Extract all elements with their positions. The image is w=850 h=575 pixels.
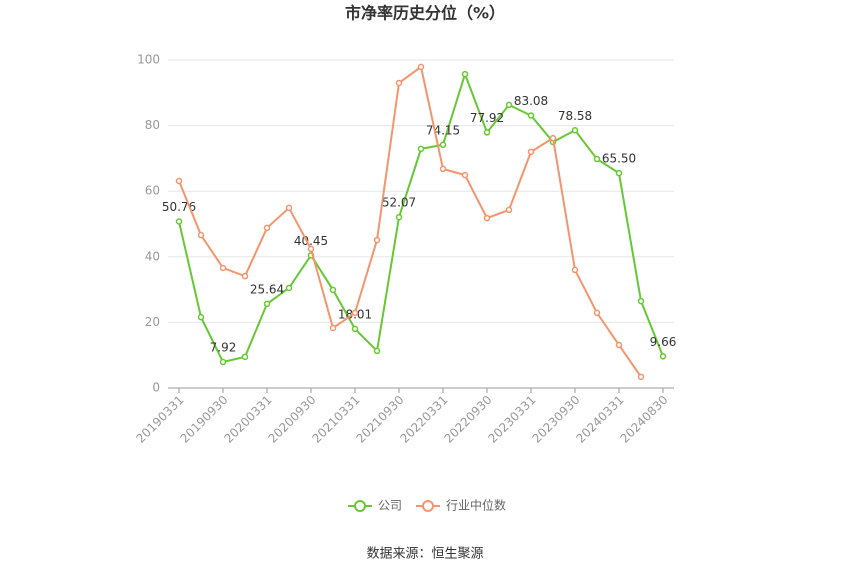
- point: [219, 264, 227, 272]
- point: [571, 127, 579, 134]
- point: [175, 177, 183, 185]
- point: [483, 214, 491, 222]
- y-tick-label: 20: [145, 315, 160, 329]
- point: [263, 300, 271, 308]
- value-label: 74.15: [426, 123, 460, 137]
- point: [637, 373, 645, 381]
- point: [439, 141, 447, 149]
- point: [417, 145, 425, 153]
- x-tick-label: 20240830: [618, 393, 671, 446]
- point: [351, 309, 359, 317]
- value-label: 65.50: [602, 152, 636, 166]
- point: [241, 272, 249, 280]
- value-label: 78.58: [558, 109, 592, 123]
- point: [461, 171, 469, 179]
- point: [241, 353, 249, 361]
- point: [505, 101, 513, 109]
- point: [593, 309, 601, 317]
- point: [505, 206, 513, 214]
- point: [263, 224, 271, 232]
- point: [285, 204, 293, 212]
- point: [395, 79, 403, 87]
- series-line: [178, 65, 642, 378]
- legend-label[interactable]: 行业中位数: [446, 498, 506, 513]
- value-label: 9.66: [650, 335, 677, 349]
- point: [175, 218, 183, 225]
- point: [373, 236, 381, 244]
- value-label: 77.92: [470, 111, 504, 125]
- point: [197, 231, 205, 239]
- point: [307, 245, 315, 253]
- point: [615, 341, 623, 349]
- point: [285, 284, 293, 292]
- point: [615, 169, 623, 177]
- point: [527, 148, 535, 156]
- chart-title: 市净率历史分位（%）: [345, 4, 505, 23]
- source-note: 数据来源：恒生聚源: [366, 547, 483, 562]
- point: [439, 165, 447, 173]
- y-tick-label: 100: [137, 53, 160, 67]
- legend-label[interactable]: 公司: [378, 499, 402, 513]
- point: [637, 297, 645, 305]
- point: [197, 313, 205, 321]
- y-tick-label: 40: [145, 249, 160, 263]
- point: [461, 70, 469, 78]
- value-label: 40.45: [294, 234, 328, 248]
- point: [483, 129, 491, 136]
- y-tick-label: 80: [145, 118, 160, 132]
- legend-icon[interactable]: [354, 500, 366, 512]
- value-label: 25.64: [250, 282, 284, 296]
- point: [351, 325, 359, 333]
- point: [659, 353, 667, 360]
- value-label: 7.92: [210, 341, 237, 355]
- point: [549, 134, 557, 142]
- point: [395, 213, 403, 221]
- point: [571, 266, 579, 274]
- point: [527, 112, 535, 119]
- y-tick-label: 0: [152, 381, 160, 395]
- legend-icon[interactable]: [422, 500, 435, 512]
- value-label: 83.08: [514, 94, 548, 108]
- point: [219, 358, 227, 366]
- y-tick-label: 60: [145, 184, 160, 198]
- point: [417, 63, 425, 71]
- point: [329, 286, 337, 294]
- value-label: 52.07: [382, 196, 416, 210]
- point: [373, 347, 381, 355]
- point: [329, 324, 337, 332]
- point: [593, 155, 601, 163]
